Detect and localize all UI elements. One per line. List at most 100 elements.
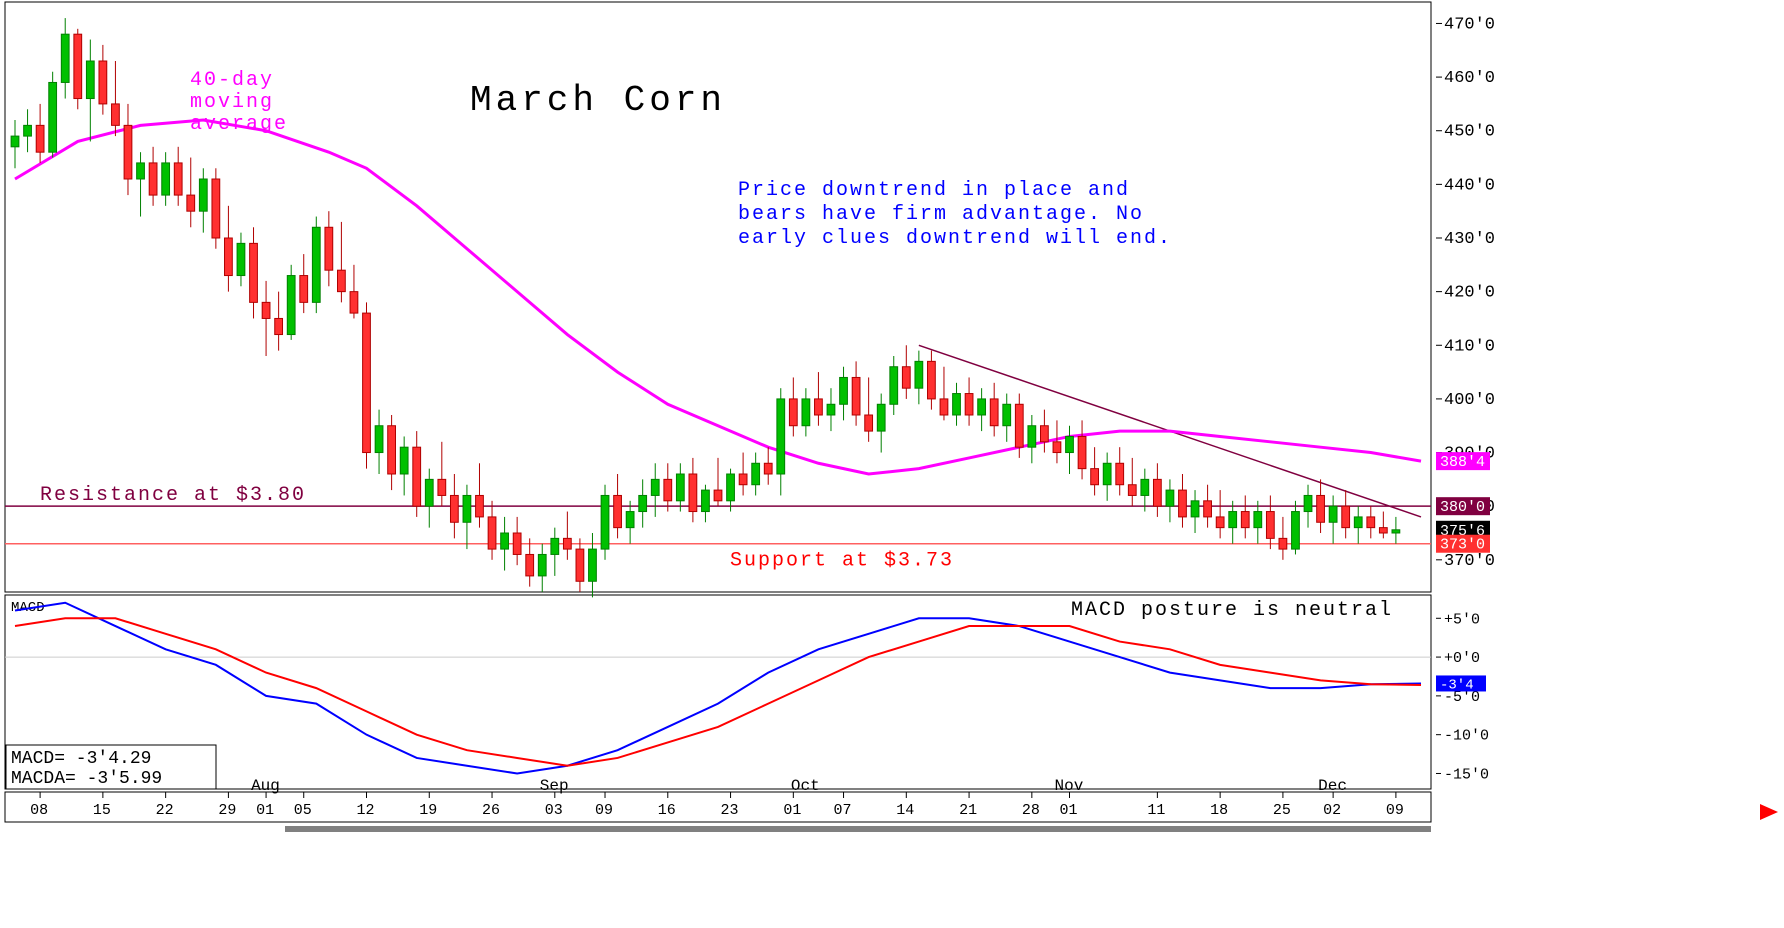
candle-body[interactable] — [902, 367, 910, 388]
candle-body[interactable] — [676, 474, 684, 501]
candle-body[interactable] — [1166, 490, 1174, 506]
candle-body[interactable] — [74, 34, 82, 98]
candle-body[interactable] — [350, 292, 358, 313]
candle-body[interactable] — [789, 399, 797, 426]
candle-body[interactable] — [425, 479, 433, 506]
candle-body[interactable] — [1053, 442, 1061, 453]
candle-body[interactable] — [488, 517, 496, 549]
candle-body[interactable] — [375, 426, 383, 453]
candle-body[interactable] — [1342, 506, 1350, 527]
candle-body[interactable] — [225, 238, 233, 276]
candle-body[interactable] — [1329, 506, 1337, 522]
candle-body[interactable] — [714, 490, 722, 501]
candle-body[interactable] — [1379, 528, 1387, 533]
candle-body[interactable] — [11, 136, 19, 147]
candle-body[interactable] — [86, 61, 94, 99]
candle-body[interactable] — [1191, 501, 1199, 517]
candle-body[interactable] — [363, 313, 371, 452]
candle-body[interactable] — [1028, 426, 1036, 447]
candle-body[interactable] — [137, 163, 145, 179]
candle-body[interactable] — [1066, 436, 1074, 452]
candle-body[interactable] — [212, 179, 220, 238]
candle-body[interactable] — [99, 61, 107, 104]
macd-panel[interactable] — [5, 595, 1431, 789]
candle-body[interactable] — [36, 125, 44, 152]
candle-body[interactable] — [312, 227, 320, 302]
candle-body[interactable] — [262, 302, 270, 318]
candle-body[interactable] — [1078, 436, 1086, 468]
candle-body[interactable] — [463, 495, 471, 522]
candle-body[interactable] — [187, 195, 195, 211]
candle-body[interactable] — [752, 463, 760, 484]
candle-body[interactable] — [162, 163, 170, 195]
candle-body[interactable] — [702, 490, 710, 511]
candle-body[interactable] — [1367, 517, 1375, 528]
scroll-arrow-icon[interactable] — [1760, 804, 1778, 820]
candle-body[interactable] — [1279, 538, 1287, 549]
candle-body[interactable] — [1354, 517, 1362, 528]
candle-body[interactable] — [614, 495, 622, 527]
candle-body[interactable] — [112, 104, 120, 125]
candle-body[interactable] — [1229, 512, 1237, 528]
candle-body[interactable] — [689, 474, 697, 512]
candle-body[interactable] — [1266, 512, 1274, 539]
candle-body[interactable] — [764, 463, 772, 474]
candle-body[interactable] — [877, 404, 885, 431]
candle-body[interactable] — [513, 533, 521, 554]
candle-body[interactable] — [815, 399, 823, 415]
candle-body[interactable] — [1103, 463, 1111, 484]
candle-body[interactable] — [576, 549, 584, 581]
candle-body[interactable] — [174, 163, 182, 195]
candle-body[interactable] — [978, 399, 986, 415]
candle-body[interactable] — [1216, 517, 1224, 528]
candle-body[interactable] — [1091, 469, 1099, 485]
candle-body[interactable] — [24, 125, 32, 136]
candle-body[interactable] — [300, 276, 308, 303]
candle-body[interactable] — [1241, 512, 1249, 528]
scrollbar[interactable] — [285, 826, 1431, 832]
candle-body[interactable] — [1392, 530, 1400, 533]
candle-body[interactable] — [840, 377, 848, 404]
candle-body[interactable] — [589, 549, 597, 581]
candle-body[interactable] — [1015, 404, 1023, 447]
candle-body[interactable] — [1317, 495, 1325, 522]
candle-body[interactable] — [61, 34, 69, 82]
candle-body[interactable] — [928, 361, 936, 399]
candle-body[interactable] — [739, 474, 747, 485]
candle-body[interactable] — [639, 495, 647, 511]
candle-body[interactable] — [1141, 479, 1149, 495]
candle-body[interactable] — [777, 399, 785, 474]
candle-body[interactable] — [1179, 490, 1187, 517]
candle-body[interactable] — [526, 554, 534, 575]
candle-body[interactable] — [338, 270, 346, 291]
candle-body[interactable] — [237, 243, 245, 275]
candle-body[interactable] — [124, 125, 132, 179]
candle-body[interactable] — [940, 399, 948, 415]
candle-body[interactable] — [199, 179, 207, 211]
candle-body[interactable] — [1153, 479, 1161, 506]
candle-body[interactable] — [626, 512, 634, 528]
candle-body[interactable] — [1204, 501, 1212, 517]
candle-body[interactable] — [1254, 512, 1262, 528]
candle-body[interactable] — [149, 163, 157, 195]
candle-body[interactable] — [325, 227, 333, 270]
candle-body[interactable] — [890, 367, 898, 405]
candle-body[interactable] — [601, 495, 609, 549]
candle-body[interactable] — [727, 474, 735, 501]
candle-body[interactable] — [49, 82, 57, 152]
candle-body[interactable] — [501, 533, 509, 549]
candle-body[interactable] — [476, 495, 484, 516]
candle-body[interactable] — [563, 538, 571, 549]
candle-body[interactable] — [1041, 426, 1049, 442]
candle-body[interactable] — [1304, 495, 1312, 511]
candle-body[interactable] — [651, 479, 659, 495]
candle-body[interactable] — [250, 243, 258, 302]
candle-body[interactable] — [538, 554, 546, 575]
candle-body[interactable] — [990, 399, 998, 426]
candle-body[interactable] — [275, 318, 283, 334]
candle-body[interactable] — [287, 276, 295, 335]
candle-body[interactable] — [1292, 512, 1300, 550]
candle-body[interactable] — [852, 377, 860, 415]
candle-body[interactable] — [551, 538, 559, 554]
candle-body[interactable] — [865, 415, 873, 431]
